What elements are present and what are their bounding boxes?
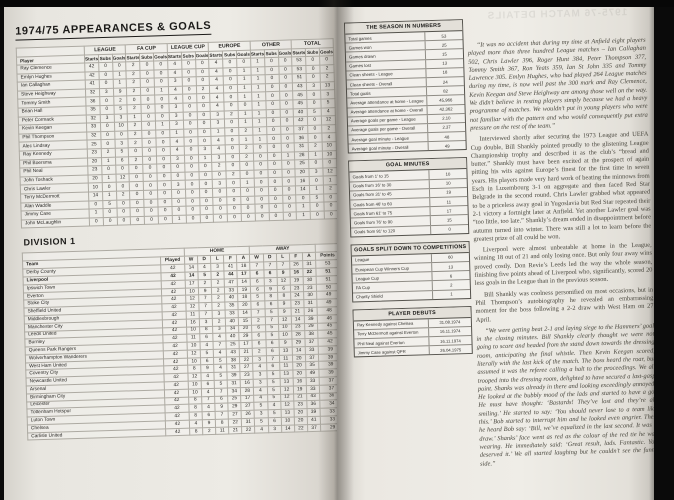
- stat-cell: 0: [227, 213, 242, 223]
- division-table-wrap: HOME AWAY Team Played W D L F A W D L F A Points Derby …: [21, 243, 337, 441]
- box-row-value: 13: [431, 261, 470, 272]
- stat-cell: 37: [307, 423, 321, 433]
- box-row-label: Jimmy Case against QPR: [357, 348, 406, 356]
- box-row-value: 11: [429, 197, 468, 207]
- stat-cell: 42: [165, 427, 190, 437]
- box-row-value: 26.04.1975: [428, 345, 472, 355]
- stat-cell: 0: [186, 214, 201, 224]
- box-row-value: 18: [425, 67, 464, 78]
- goal-minutes-rows: Goals from 1' to 15 10 Goals from 16' to 3…: [349, 169, 469, 236]
- stat-cell: 8: [189, 427, 203, 436]
- stat-cell: 0: [268, 211, 284, 221]
- paragraph: “We were getting beat 2-1 and laying sie…: [476, 322, 654, 468]
- goals-split-rows: League 60 European Cup Winners Cup 13 League…: [351, 252, 471, 301]
- stat-cell: 0: [255, 212, 270, 222]
- box-row-value: 24: [425, 77, 464, 87]
- appearances-table: LEAGUE FA CUP LEAGUE CUP EUROPE OTHER TOTAL Pl…: [15, 38, 337, 229]
- box-row-value: 0: [430, 224, 469, 234]
- stat-boxes-column: THE SEASON IN NUMBERS Total games 53 Games…: [343, 19, 473, 365]
- photo-frame-top: [0, 0, 674, 7]
- box-row-value: 49: [427, 141, 466, 151]
- box-row-label: Average goal minute - Overall: [351, 144, 409, 152]
- goal-minutes-box: GOAL MINUTES Goals from 1' to 15 10 Goals …: [348, 157, 470, 238]
- box-row-value: 48: [427, 132, 466, 142]
- stat-cell: 3: [268, 425, 282, 434]
- box-row-value: 2.37: [427, 122, 466, 133]
- stat-cell: 22: [241, 425, 256, 435]
- box-row-value: 15: [424, 49, 464, 59]
- box-row-label: Goals from 91' to 120: [354, 228, 396, 235]
- right-page: 1975-76 MATCH DETAILS THE SEASON IN NUMB…: [337, 7, 654, 500]
- left-page: 1974/75 APPEARANCES & GOALS LEAGUE FA CUP…: [4, 7, 337, 500]
- box-row-value: 2.10: [426, 113, 465, 124]
- stat-cell: 0: [144, 215, 159, 225]
- box-row-value: 60: [430, 252, 470, 263]
- paragraph: “It was no accident that during my time …: [467, 36, 648, 132]
- stat-cell: 4: [254, 425, 269, 434]
- box-row-value: 31.08.1974: [427, 317, 472, 328]
- paragraph: Bill Shankly was coolness personified on…: [475, 286, 654, 324]
- box-row-value: 16.11.1974: [428, 336, 472, 346]
- page-title: 1974/75 APPEARANCES & GOALS: [15, 19, 212, 41]
- division-table: HOME AWAY Team Played W D L F A W D L F A Points Derby …: [21, 243, 337, 441]
- box-row-value: 1: [431, 289, 471, 299]
- box-row-label: Charity Shield: [356, 293, 383, 300]
- open-book: 1974/75 APPEARANCES & GOALS LEAGUE FA CUP…: [4, 7, 654, 500]
- box-row-value: 6: [431, 271, 470, 281]
- season-in-numbers-box: THE SEASON IN NUMBERS Total games 53 Games…: [343, 19, 467, 154]
- stat-cell: 14: [281, 424, 295, 433]
- box-row-value: 15: [429, 215, 468, 225]
- stat-cell: 29: [320, 423, 337, 432]
- stat-cell: 0: [158, 215, 173, 225]
- body-text-column: “It was no accident that during my time …: [468, 37, 654, 472]
- stat-cell: 2: [202, 427, 216, 436]
- goals-split-box: GOALS SPLIT DOWN TO COMPETITIONS League 6…: [350, 240, 472, 303]
- box-row-value: 45,966: [426, 95, 465, 105]
- stat-cell: 0: [282, 211, 297, 221]
- stat-cell: 0: [103, 216, 118, 226]
- stat-cell: 0: [116, 216, 132, 226]
- box-row-value: 53: [424, 31, 463, 41]
- stat-cell: 11: [215, 426, 230, 435]
- stat-cell: 22: [294, 424, 308, 433]
- appearances-table-wrap: LEAGUE FA CUP LEAGUE CUP EUROPE OTHER TOTAL Pl…: [15, 38, 337, 229]
- box-row-value: 16.11.1974: [428, 326, 472, 337]
- box-row-value: 13: [425, 58, 464, 68]
- box-row-value: 10: [428, 169, 467, 179]
- player-debuts-rows: Ray Kennedy against Chelsea 31.08.1974 Ter…: [353, 317, 472, 357]
- box-row-value: 82: [425, 86, 465, 96]
- stat-cell: 0: [130, 216, 145, 226]
- stat-cell: 0: [310, 210, 325, 220]
- paragraph: Liverpool were almost unbeatable at home…: [473, 241, 653, 288]
- stat-cell: 0: [324, 201, 337, 211]
- stat-cell: 1: [172, 214, 187, 224]
- box-row-value: 19: [428, 187, 468, 198]
- player-name: John McLaughlin: [21, 217, 90, 229]
- paragraph: Interviewed shortly after securing the 1…: [470, 130, 652, 243]
- stat-cell: 0: [89, 217, 104, 227]
- box-row-value: 17: [429, 206, 468, 216]
- stat-cell: 0: [199, 214, 214, 224]
- box-row-value: 25: [424, 40, 463, 50]
- stat-cell: 1: [296, 211, 311, 221]
- box-row-value: 42,362: [426, 104, 465, 114]
- stat-cell: 0: [324, 210, 337, 220]
- season-in-numbers-rows: Total games 53 Games won 25 Games drawn 15 Gam…: [345, 31, 466, 153]
- stat-cell: 0: [241, 212, 256, 222]
- stat-cell: 21: [228, 426, 243, 435]
- stat-cell: 0: [213, 213, 228, 223]
- stat-cell: 0: [323, 193, 337, 203]
- box-row-value: 2: [431, 280, 470, 290]
- player-debuts-box: PLAYER DEBUTS Ray Kennedy against Chelse…: [352, 305, 473, 358]
- box-row-value: 10: [428, 178, 467, 188]
